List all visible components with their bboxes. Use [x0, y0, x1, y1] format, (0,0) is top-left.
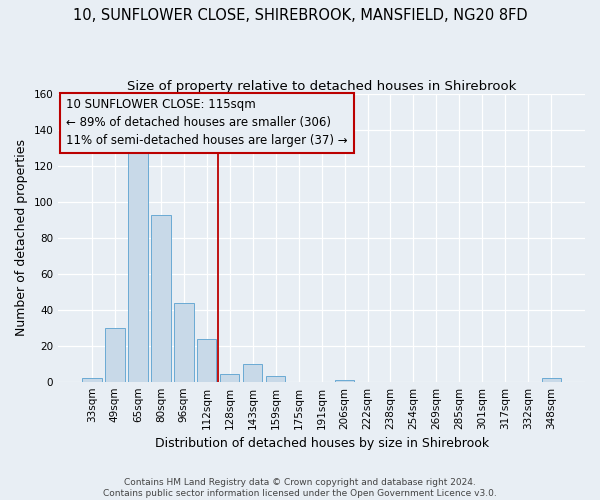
Text: 10 SUNFLOWER CLOSE: 115sqm
← 89% of detached houses are smaller (306)
11% of sem: 10 SUNFLOWER CLOSE: 115sqm ← 89% of deta…: [66, 98, 347, 148]
Text: 10, SUNFLOWER CLOSE, SHIREBROOK, MANSFIELD, NG20 8FD: 10, SUNFLOWER CLOSE, SHIREBROOK, MANSFIE…: [73, 8, 527, 22]
Y-axis label: Number of detached properties: Number of detached properties: [15, 140, 28, 336]
Bar: [105, 328, 125, 382]
Bar: [197, 338, 217, 382]
Bar: [335, 380, 355, 382]
Bar: [128, 142, 148, 382]
Text: Contains HM Land Registry data © Crown copyright and database right 2024.
Contai: Contains HM Land Registry data © Crown c…: [103, 478, 497, 498]
Title: Size of property relative to detached houses in Shirebrook: Size of property relative to detached ho…: [127, 80, 516, 93]
Bar: [151, 214, 170, 382]
Bar: [82, 378, 101, 382]
Bar: [174, 302, 194, 382]
Bar: [243, 364, 262, 382]
Bar: [220, 374, 239, 382]
Bar: [542, 378, 561, 382]
Bar: [266, 376, 286, 382]
X-axis label: Distribution of detached houses by size in Shirebrook: Distribution of detached houses by size …: [155, 437, 488, 450]
